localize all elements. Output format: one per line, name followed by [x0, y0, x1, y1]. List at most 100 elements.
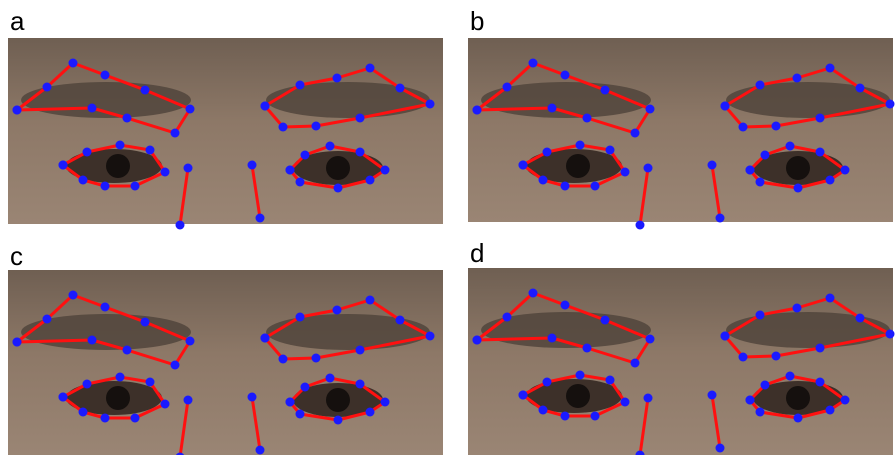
landmark-point [296, 81, 305, 90]
landmark-point [529, 59, 538, 68]
landmark-point [88, 104, 97, 113]
brow [726, 312, 890, 348]
landmark-point [561, 71, 570, 80]
landmark-point [184, 396, 193, 405]
landmark-point [101, 182, 110, 191]
landmark-point [333, 306, 342, 315]
landmark-point [631, 359, 640, 368]
landmark-point [161, 168, 170, 177]
landmark-point [69, 291, 78, 300]
landmark-point [756, 81, 765, 90]
panel-label: a [10, 6, 25, 36]
face-image [468, 38, 895, 230]
landmark-point [786, 372, 795, 381]
landmark-point [261, 102, 270, 111]
iris [326, 156, 350, 180]
landmark-point [279, 355, 288, 364]
landmark-point [826, 64, 835, 73]
landmark-point [519, 391, 528, 400]
landmark-point [646, 335, 655, 344]
landmark-point [248, 161, 257, 170]
landmark-point [793, 304, 802, 313]
figure: a b c d [0, 0, 895, 455]
landmark-point [543, 148, 552, 157]
landmark-point [83, 380, 92, 389]
landmark-point [79, 176, 88, 185]
landmark-point [171, 361, 180, 370]
iris [786, 386, 810, 410]
iris [566, 384, 590, 408]
landmark-point [761, 151, 770, 160]
landmark-point [356, 346, 365, 355]
landmark-point [886, 100, 895, 109]
landmark-point [794, 184, 803, 193]
landmark-point [296, 313, 305, 322]
brow [266, 82, 430, 118]
landmark-point [794, 414, 803, 423]
landmark-point [548, 334, 557, 343]
landmark-point [171, 129, 180, 138]
landmark-point [646, 105, 655, 114]
face-image [468, 268, 895, 455]
iris [566, 154, 590, 178]
landmark-point [561, 412, 570, 421]
landmark-point [606, 376, 615, 385]
landmark-point [286, 398, 295, 407]
panel-label: b [470, 6, 484, 36]
panel-label: d [470, 238, 484, 268]
brow [266, 314, 430, 350]
landmark-point [333, 74, 342, 83]
landmark-point [59, 393, 68, 402]
landmark-point [621, 168, 630, 177]
landmark-point [841, 396, 850, 405]
landmark-point [79, 408, 88, 417]
landmark-point [279, 123, 288, 132]
landmark-point [356, 114, 365, 123]
landmark-point [606, 146, 615, 155]
landmark-point [13, 106, 22, 115]
landmark-point [83, 148, 92, 157]
landmark-point [601, 316, 610, 325]
landmark-point [503, 313, 512, 322]
landmark-point [131, 414, 140, 423]
landmark-point [59, 161, 68, 170]
landmark-point [312, 122, 321, 131]
landmark-point [146, 146, 155, 155]
landmark-point [396, 316, 405, 325]
landmark-point [356, 148, 365, 157]
landmark-point [708, 161, 717, 170]
landmark-point [503, 83, 512, 92]
landmark-point [841, 166, 850, 175]
landmark-point [381, 166, 390, 175]
landmark-point [116, 373, 125, 382]
landmark-point [756, 178, 765, 187]
landmark-point [856, 314, 865, 323]
landmark-point [716, 214, 725, 223]
landmark-point [286, 166, 295, 175]
landmark-point [786, 142, 795, 151]
landmark-point [739, 123, 748, 132]
landmark-point [591, 412, 600, 421]
landmark-point [248, 393, 257, 402]
landmark-point [644, 394, 653, 403]
landmark-point [583, 344, 592, 353]
iris [786, 156, 810, 180]
landmark-point [101, 414, 110, 423]
landmark-point [708, 391, 717, 400]
landmark-point [601, 86, 610, 95]
landmark-point [721, 332, 730, 341]
landmark-point [141, 86, 150, 95]
landmark-point [366, 296, 375, 305]
panel-label: c [10, 241, 23, 271]
landmark-point [543, 378, 552, 387]
landmark-point [539, 176, 548, 185]
landmark-point [176, 221, 185, 230]
landmark-point [141, 318, 150, 327]
landmark-point [186, 105, 195, 114]
landmark-point [761, 381, 770, 390]
landmark-point [721, 102, 730, 111]
landmark-point [301, 383, 310, 392]
landmark-point [43, 83, 52, 92]
landmark-point [161, 400, 170, 409]
landmark-point [116, 141, 125, 150]
